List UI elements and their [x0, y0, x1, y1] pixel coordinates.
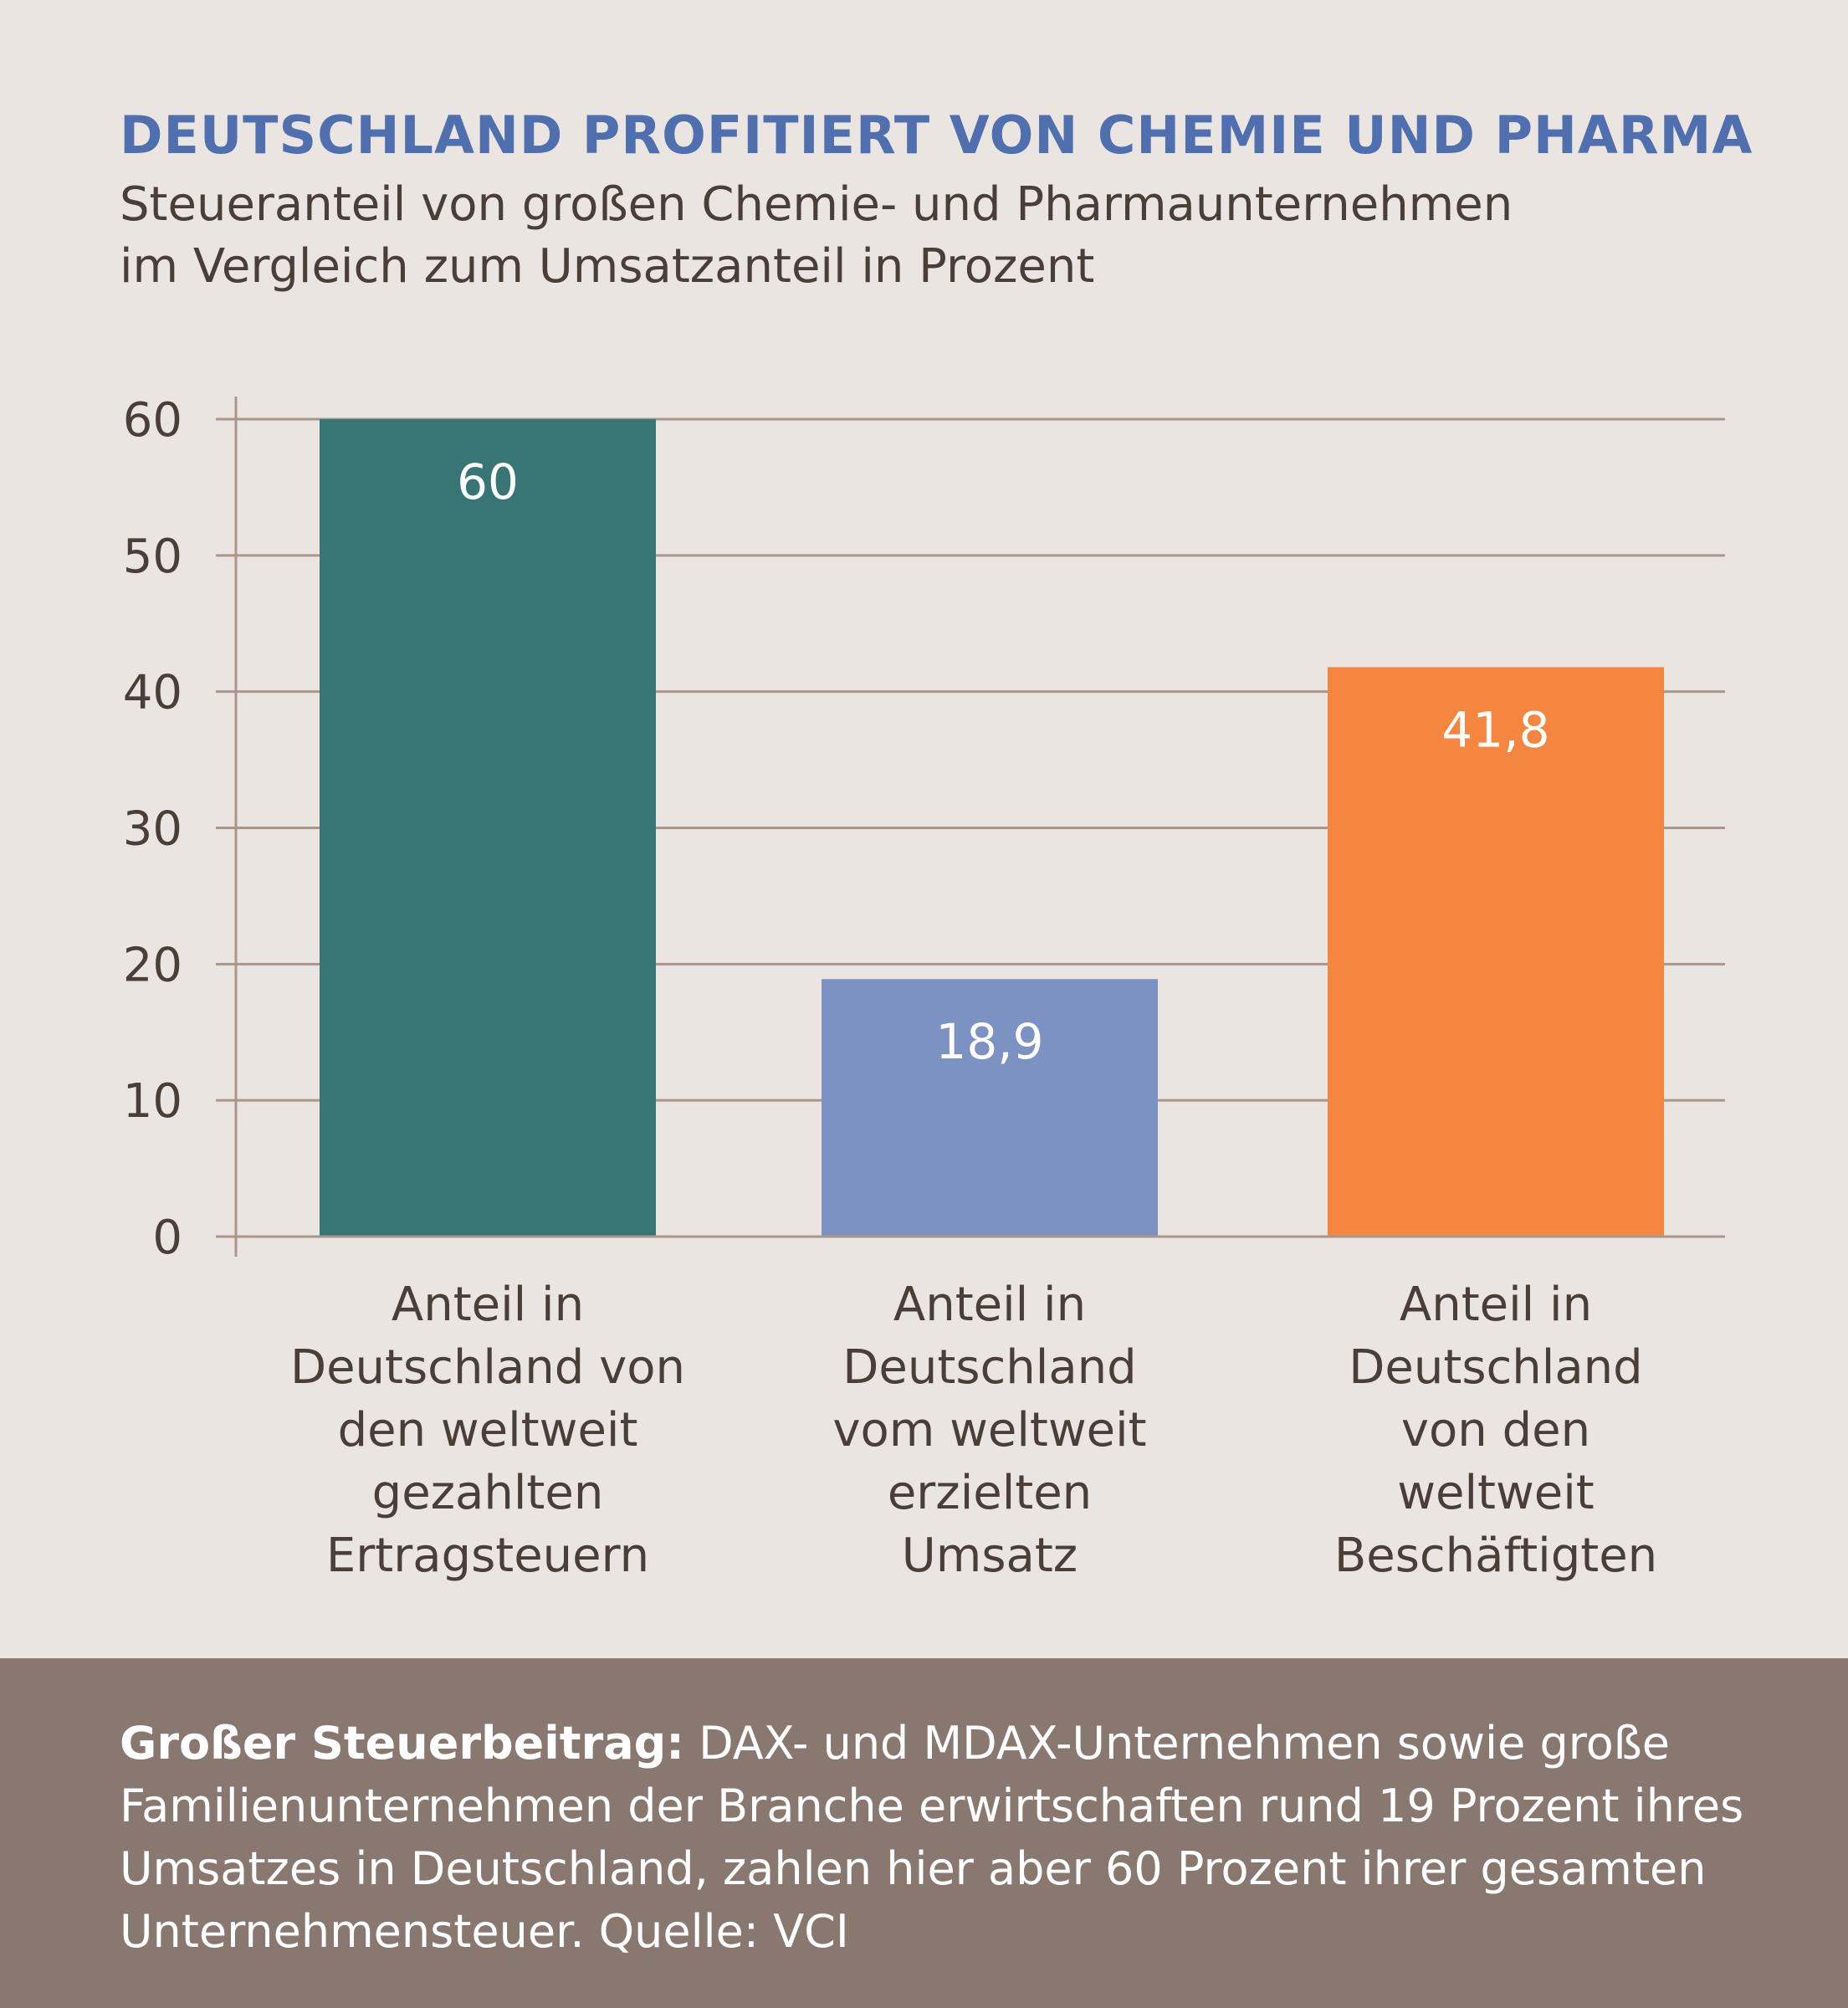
- data-label: 18,9: [935, 1013, 1043, 1070]
- x-tick-label-line: erzielten: [887, 1466, 1093, 1520]
- y-tick-label: 0: [152, 1211, 182, 1265]
- x-tick-label-line: Anteil in: [893, 1278, 1087, 1332]
- x-tick-label-line: gezahlten: [371, 1466, 604, 1520]
- x-tick-label-line: Anteil in: [391, 1278, 585, 1332]
- x-tick-label: Anteil in Deutschland von den weltweit geza…: [253, 1273, 722, 1587]
- bar: [822, 979, 1158, 1237]
- caption-box: [0, 1658, 1848, 2008]
- x-tick-label-line: Anteil in: [1399, 1278, 1593, 1332]
- y-tick-label: 20: [123, 938, 182, 992]
- x-tick-label-line: Deutschland: [1349, 1340, 1643, 1395]
- chart-subtitle-line2: im Vergleich zum Umsatzanteil in Prozent: [120, 239, 1095, 294]
- caption-body: DAX- und MDAX-Unternehmen sowie große Fa…: [120, 1717, 1744, 1958]
- x-tick-label-line: Umsatz: [901, 1529, 1078, 1583]
- caption-text: Großer Steuerbeitrag: DAX- und MDAX-Unte…: [120, 1712, 1793, 1963]
- x-tick-label-line: Deutschland: [842, 1340, 1137, 1395]
- y-tick-label: 10: [123, 1074, 182, 1129]
- data-label: 60: [457, 453, 519, 510]
- y-tick-label: 60: [123, 393, 182, 448]
- y-tick-label: 30: [123, 802, 182, 857]
- x-tick-label-line: weltweit: [1397, 1466, 1595, 1520]
- chart-subtitle-line1: Steueranteil von großen Chemie- und Phar…: [120, 177, 1513, 232]
- bar-chart: 0 10 20 30 40 50 60 60 18,9 41,8: [123, 393, 1725, 1265]
- x-tick-label-line: von den: [1400, 1403, 1591, 1457]
- x-tick-label: Anteil in Deutschland vom weltweit erzielte…: [755, 1273, 1224, 1587]
- x-tick-label: Anteil in Deutschland von den weltweit Besch…: [1262, 1273, 1730, 1587]
- chart-title: DEUTSCHLAND PROFITIERT VON CHEMIE UND PH…: [120, 105, 1753, 166]
- x-tick-label-line: Beschäftigten: [1334, 1529, 1658, 1583]
- y-tick-label: 40: [123, 666, 182, 720]
- x-tick-label-line: vom weltweit: [832, 1403, 1147, 1457]
- x-tick-label-line: Deutschland von: [289, 1340, 686, 1395]
- data-label: 41,8: [1441, 701, 1549, 758]
- bar: [320, 419, 656, 1237]
- bar: [1328, 667, 1664, 1237]
- x-tick-label-line: den weltweit: [337, 1403, 638, 1457]
- x-tick-label-line: Ertragsteuern: [325, 1529, 650, 1583]
- y-tick-label: 50: [123, 530, 182, 584]
- caption-bold: Großer Steuerbeitrag:: [120, 1717, 684, 1770]
